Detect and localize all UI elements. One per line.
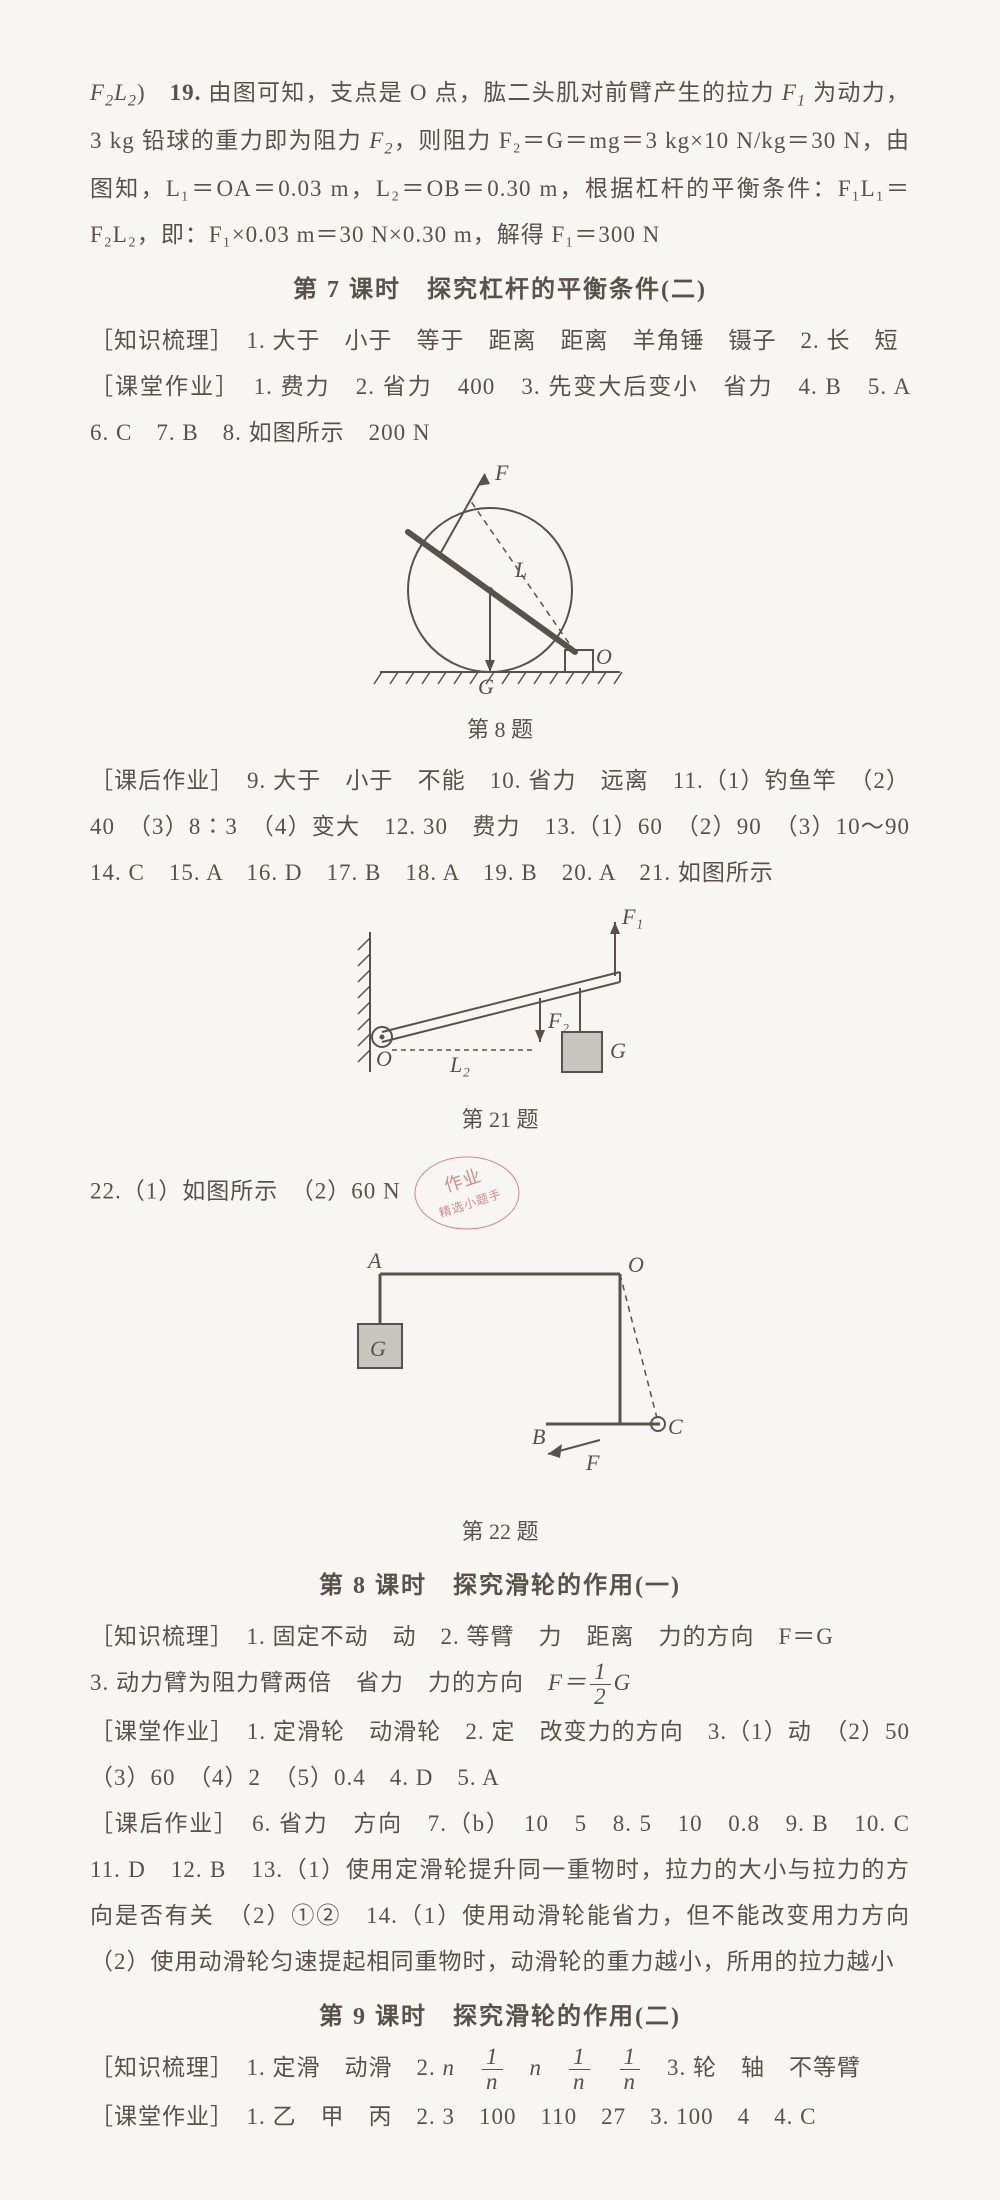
ktzy-label-9: ［课堂作业］: [90, 2104, 223, 2129]
fig21-svg: F₁ F₂ O L₂ G: [320, 902, 680, 1092]
svg-text:G: G: [478, 674, 494, 699]
watermark-stamp: 作业 精选小题手: [407, 1148, 527, 1238]
svg-text:G: G: [610, 1038, 626, 1063]
khzy-label: ［课后作业］: [90, 768, 223, 793]
svg-text:L: L: [514, 557, 527, 582]
figure-22: A O B C F G 第 22 题: [90, 1244, 910, 1554]
zsml-label-8: ［知识梳理］: [90, 1624, 223, 1649]
zsml-label-9: ［知识梳理］: [90, 2055, 223, 2080]
zsml-label: ［知识梳理］: [90, 328, 223, 353]
lesson8-header: 第 8 课时 探究滑轮的作用(一): [90, 1562, 910, 1610]
ktzy-label-8: ［课堂作业］: [90, 1719, 223, 1744]
svg-text:L₂: L₂: [449, 1052, 470, 1077]
var-F2L2: F2L2: [90, 80, 137, 105]
lesson8-zsml-1: ［知识梳理］ 1. 固定不动 动 2. 等臂 力 距离 力的方向 F＝G: [90, 1614, 910, 1660]
svg-text:F₁: F₁: [621, 904, 643, 929]
fig8-caption: 第 8 题: [467, 708, 533, 752]
ktzy-label: ［课堂作业］: [90, 374, 229, 399]
svg-text:C: C: [668, 1414, 683, 1439]
figure-8: F L O G 第 8 题: [90, 462, 910, 752]
lesson7-header: 第 7 课时 探究杠杆的平衡条件(二): [90, 266, 910, 314]
figure-21: F₁ F₂ O L₂ G 第 21 题: [90, 902, 910, 1142]
lesson8-khzy: ［课后作业］ 6. 省力 方向 7.（b） 10 5 8. 5 10 0.8 9…: [90, 1801, 910, 1985]
svg-text:F₂: F₂: [547, 1008, 569, 1033]
lesson7-zsml: ［知识梳理］ 1. 大于 小于 等于 距离 距离 羊角锤 镊子 2. 长 短: [90, 318, 910, 364]
lesson9-zsml: ［知识梳理］ 1. 定滑 动滑 2. n 1n n 1n 1n 3. 轮 轴 不…: [90, 2045, 910, 2094]
lesson7-khzy: ［课后作业］ 9. 大于 小于 不能 10. 省力 远离 11.（1）钓鱼竿 （…: [90, 758, 910, 896]
fig8-svg: F L O G: [370, 462, 630, 702]
svg-text:O: O: [596, 644, 612, 669]
svg-text:O: O: [628, 1252, 644, 1277]
svg-text:A: A: [366, 1248, 382, 1273]
lesson8-ktzy: ［课堂作业］ 1. 定滑轮 动滑轮 2. 定 改变力的方向 3.（1）动 （2）…: [90, 1709, 910, 1801]
svg-text:F: F: [585, 1450, 600, 1475]
fig22-caption: 第 22 题: [461, 1510, 538, 1554]
svg-text:F: F: [494, 462, 509, 485]
item-19: 19.: [170, 80, 202, 105]
lesson8-zsml-2: 3. 动力臂为阻力臂两倍 省力 力的方向 F＝12G: [90, 1660, 910, 1709]
lesson9-header: 第 9 课时 探究滑轮的作用(二): [90, 1993, 910, 2041]
khzy-label-8: ［课后作业］: [90, 1811, 227, 1836]
svg-text:B: B: [532, 1424, 545, 1449]
fig22-svg: A O B C F G: [300, 1244, 700, 1504]
lesson7-ktzy: ［课堂作业］ 1. 费力 2. 省力 400 3. 先变大后变小 省力 4. B…: [90, 364, 910, 456]
intro-paragraph: F2L2) 19. 由图可知，支点是 O 点，肱二头肌对前臂产生的拉力 F1 为…: [90, 70, 910, 258]
svg-text:作业: 作业: [442, 1165, 484, 1196]
fig21-caption: 第 21 题: [461, 1098, 538, 1142]
lesson7-item22: 22.（1）如图所示 （2）60 N 作业 精选小题手: [90, 1148, 910, 1238]
svg-text:G: G: [370, 1336, 386, 1361]
lesson9-ktzy: ［课堂作业］ 1. 乙 甲 丙 2. 3 100 110 27 3. 100 4…: [90, 2094, 910, 2140]
svg-text:O: O: [376, 1046, 392, 1071]
